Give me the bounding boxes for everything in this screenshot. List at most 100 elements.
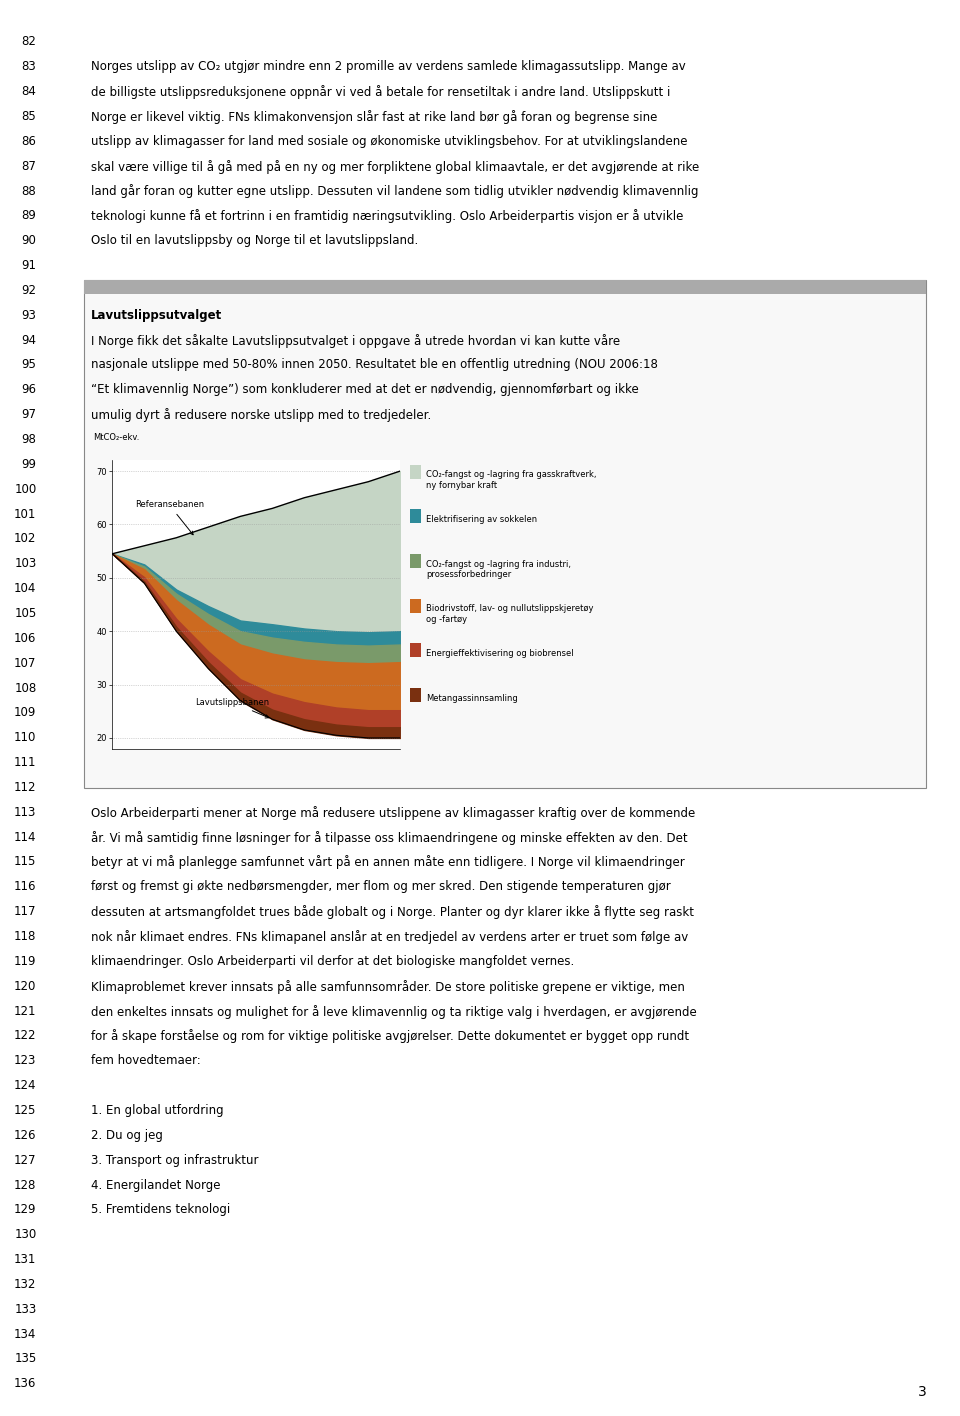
Text: 109: 109 [14,707,36,719]
Text: 130: 130 [14,1228,36,1242]
Text: 95: 95 [22,358,36,371]
Text: 85: 85 [22,110,36,123]
Text: 129: 129 [14,1204,36,1216]
Text: fem hovedtemaer:: fem hovedtemaer: [91,1055,201,1068]
Text: Referansebanen: Referansebanen [134,500,204,535]
Text: Biodrivstoff, lav- og nullutslippskjeretøy
og -fartøy: Biodrivstoff, lav- og nullutslippskjeret… [426,605,593,623]
Text: 3: 3 [918,1385,926,1399]
Bar [410,554,421,568]
Text: for å skape forståelse og rom for viktige politiske avgjørelser. Dette dokumente: for å skape forståelse og rom for viktig… [91,1029,689,1044]
Text: 106: 106 [14,632,36,644]
Text: 101: 101 [14,507,36,521]
Text: dessuten at artsmangfoldet trues både globalt og i Norge. Planter og dyr klarer : dessuten at artsmangfoldet trues både gl… [91,905,694,919]
Text: skal være villige til å gå med på en ny og mer forpliktene global klimaavtale, e: skal være villige til å gå med på en ny … [91,160,700,174]
Bar [84,280,926,789]
Text: 102: 102 [14,532,36,545]
Text: Energieffektivisering og biobrensel: Energieffektivisering og biobrensel [426,649,574,658]
Text: I Norge fikk det såkalte Lavutslippsutvalget i oppgave å utrede hvordan vi kan k: I Norge fikk det såkalte Lavutslippsutva… [91,334,620,347]
Text: Norge er likevel viktig. FNs klimakonvensjon slår fast at rike land bør gå foran: Norge er likevel viktig. FNs klimakonven… [91,110,658,125]
Text: 127: 127 [14,1154,36,1167]
Bar [410,510,421,524]
Text: 119: 119 [14,954,36,969]
Text: 92: 92 [21,285,36,297]
Text: 108: 108 [14,681,36,694]
Text: betyr at vi må planlegge samfunnet vårt på en annen måte enn tidligere. I Norge : betyr at vi må planlegge samfunnet vårt … [91,855,684,869]
Text: Klimaproblemet krever innsats på alle samfunnsområder. De store politiske grepen: Klimaproblemet krever innsats på alle sa… [91,980,685,994]
Bar [84,280,926,295]
Text: 97: 97 [21,408,36,421]
Text: 4. Energilandet Norge: 4. Energilandet Norge [91,1178,221,1191]
Text: 86: 86 [22,135,36,147]
Text: Elektrifisering av sokkelen: Elektrifisering av sokkelen [426,515,538,524]
Text: 83: 83 [22,61,36,74]
Text: teknologi kunne få et fortrinn i en framtidig næringsutvikling. Oslo Arbeiderpar: teknologi kunne få et fortrinn i en fram… [91,210,684,224]
Bar [410,464,421,479]
Text: 89: 89 [22,210,36,222]
Text: Lavutslippsbanen: Lavutslippsbanen [196,698,270,718]
Text: 134: 134 [14,1328,36,1341]
Text: 107: 107 [14,657,36,670]
Text: 115: 115 [14,855,36,868]
Text: 93: 93 [22,309,36,321]
Text: 90: 90 [22,234,36,248]
Text: umulig dyrt å redusere norske utslipp med to tredjedeler.: umulig dyrt å redusere norske utslipp me… [91,408,431,422]
Text: 117: 117 [14,905,36,918]
Text: 133: 133 [14,1303,36,1315]
Text: de billigste utslippsreduksjonene oppnår vi ved å betale for rensetiltak i andre: de billigste utslippsreduksjonene oppnår… [91,85,671,99]
Text: 94: 94 [21,334,36,347]
Text: den enkeltes innsats og mulighet for å leve klimavennlig og ta riktige valg i hv: den enkeltes innsats og mulighet for å l… [91,1004,697,1018]
Text: 135: 135 [14,1352,36,1365]
Text: 125: 125 [14,1104,36,1117]
Text: 100: 100 [14,483,36,496]
Text: 103: 103 [14,558,36,571]
Text: 87: 87 [22,160,36,173]
Text: år. Vi må samtidig finne løsninger for å tilpasse oss klimaendringene og minske : år. Vi må samtidig finne løsninger for å… [91,831,687,844]
Text: 104: 104 [14,582,36,595]
Text: 114: 114 [14,831,36,844]
Text: MtCO₂-ekv.: MtCO₂-ekv. [93,433,139,442]
Text: CO₂-fangst og -lagring fra industri,
prosessforbedringer: CO₂-fangst og -lagring fra industri, pro… [426,559,571,579]
Text: nasjonale utslippe med 50-80% innen 2050. Resultatet ble en offentlig utredning : nasjonale utslippe med 50-80% innen 2050… [91,358,658,371]
Bar [410,599,421,613]
Text: 5. Fremtidens teknologi: 5. Fremtidens teknologi [91,1204,230,1216]
Text: 123: 123 [14,1055,36,1068]
Text: 105: 105 [14,607,36,620]
Text: 98: 98 [22,433,36,446]
Text: 131: 131 [14,1253,36,1266]
Text: CO₂-fangst og -lagring fra gasskraftverk,
ny fornybar kraft: CO₂-fangst og -lagring fra gasskraftverk… [426,470,597,490]
Text: først og fremst gi økte nedbørsmengder, mer flom og mer skred. Den stigende temp: først og fremst gi økte nedbørsmengder, … [91,881,671,893]
Text: 113: 113 [14,806,36,818]
Text: 1. En global utfordring: 1. En global utfordring [91,1104,224,1117]
Text: 126: 126 [14,1129,36,1141]
Text: 110: 110 [14,731,36,745]
Text: 116: 116 [14,881,36,893]
Text: 88: 88 [22,184,36,197]
Text: Norges utslipp av CO₂ utgjør mindre enn 2 promille av verdens samlede klimagassu: Norges utslipp av CO₂ utgjør mindre enn … [91,61,686,74]
Text: 3. Transport og infrastruktur: 3. Transport og infrastruktur [91,1154,258,1167]
Text: 132: 132 [14,1277,36,1291]
Text: land går foran og kutter egne utslipp. Dessuten vil landene som tidlig utvikler : land går foran og kutter egne utslipp. D… [91,184,699,198]
Text: 111: 111 [14,756,36,769]
Text: 122: 122 [14,1029,36,1042]
Text: 112: 112 [14,782,36,794]
Text: 118: 118 [14,930,36,943]
Text: Oslo til en lavutslippsby og Norge til et lavutslippsland.: Oslo til en lavutslippsby og Norge til e… [91,234,419,248]
Text: 128: 128 [14,1178,36,1191]
Text: 84: 84 [22,85,36,98]
Text: “Et klimavennlig Norge”) som konkluderer med at det er nødvendig, gjennomførbart: “Et klimavennlig Norge”) som konkluderer… [91,384,639,396]
Text: 82: 82 [22,35,36,48]
Bar [410,688,421,702]
Text: Lavutslippsutvalget: Lavutslippsutvalget [91,309,223,321]
Text: 2. Du og jeg: 2. Du og jeg [91,1129,163,1141]
Text: 121: 121 [14,1004,36,1018]
Bar [410,643,421,657]
Text: 120: 120 [14,980,36,993]
Text: 91: 91 [21,259,36,272]
Text: 136: 136 [14,1378,36,1391]
Text: Metangassinnsamling: Metangassinnsamling [426,694,518,702]
Text: 99: 99 [21,457,36,472]
Text: utslipp av klimagasser for land med sosiale og økonomiske utviklingsbehov. For a: utslipp av klimagasser for land med sosi… [91,135,687,147]
Text: 124: 124 [14,1079,36,1092]
Text: klimaendringer. Oslo Arbeiderparti vil derfor at det biologiske mangfoldet verne: klimaendringer. Oslo Arbeiderparti vil d… [91,954,574,969]
Text: Oslo Arbeiderparti mener at Norge må redusere utslippene av klimagasser kraftig : Oslo Arbeiderparti mener at Norge må red… [91,806,695,820]
